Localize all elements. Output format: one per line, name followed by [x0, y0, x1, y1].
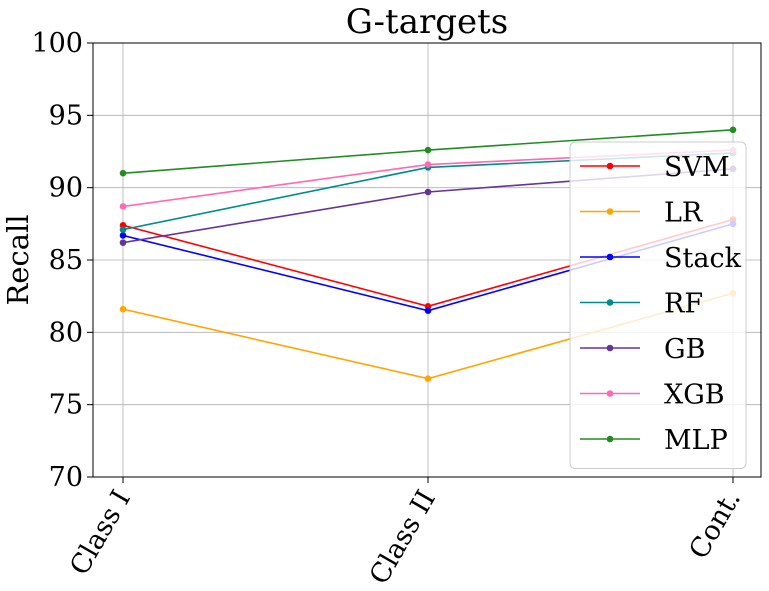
legend-label-mlp: MLP — [664, 425, 728, 456]
x-tick-label: Class II — [364, 485, 442, 590]
data-point-gb — [424, 188, 432, 196]
y-tick-label: 100 — [31, 28, 83, 59]
legend-label-svm: SVM — [664, 152, 730, 183]
data-point-lr — [119, 305, 127, 313]
data-point-xgb — [424, 161, 432, 168]
legend-label-rf: RF — [664, 289, 703, 320]
y-tick-label: 95 — [49, 100, 83, 131]
data-point-rf — [119, 226, 127, 233]
legend-marker-mlp — [606, 435, 614, 443]
data-point-mlp — [424, 146, 432, 154]
x-axis: Class I Class II Cont. — [64, 477, 747, 590]
x-tick-label: Cont. — [683, 485, 747, 564]
data-point-gb — [119, 239, 127, 246]
legend-marker-xgb — [606, 390, 614, 397]
legend-label-xgb: XGB — [664, 380, 725, 411]
y-tick-label: 80 — [49, 317, 83, 348]
y-axis-label: Recall — [1, 214, 35, 305]
y-axis: 70 75 80 85 90 95 100 — [31, 28, 93, 493]
legend-marker-rf — [606, 299, 614, 306]
chart-title: G-targets — [346, 2, 508, 42]
data-point-stack — [119, 232, 127, 239]
data-point-stack — [424, 307, 432, 314]
legend-marker-gb — [606, 344, 614, 352]
data-point-xgb — [119, 203, 127, 210]
data-point-lr — [424, 375, 432, 382]
legend-label-gb: GB — [664, 334, 705, 365]
y-tick-label: 75 — [49, 390, 83, 421]
legend-label-lr: LR — [664, 198, 703, 229]
legend-marker-svm — [606, 162, 614, 170]
data-point-mlp — [119, 169, 127, 177]
legend-box — [569, 141, 747, 469]
x-tick-label: Class I — [64, 485, 137, 580]
legend-label-stack: Stack — [664, 243, 742, 274]
data-point-mlp — [729, 126, 737, 134]
y-tick-label: 90 — [49, 173, 83, 204]
legend: SVM LR Stack RF GB XGB MLP — [569, 141, 747, 469]
y-tick-label: 85 — [49, 245, 83, 276]
legend-marker-stack — [606, 253, 614, 261]
legend-marker-lr — [606, 208, 614, 215]
y-tick-label: 70 — [49, 462, 83, 493]
